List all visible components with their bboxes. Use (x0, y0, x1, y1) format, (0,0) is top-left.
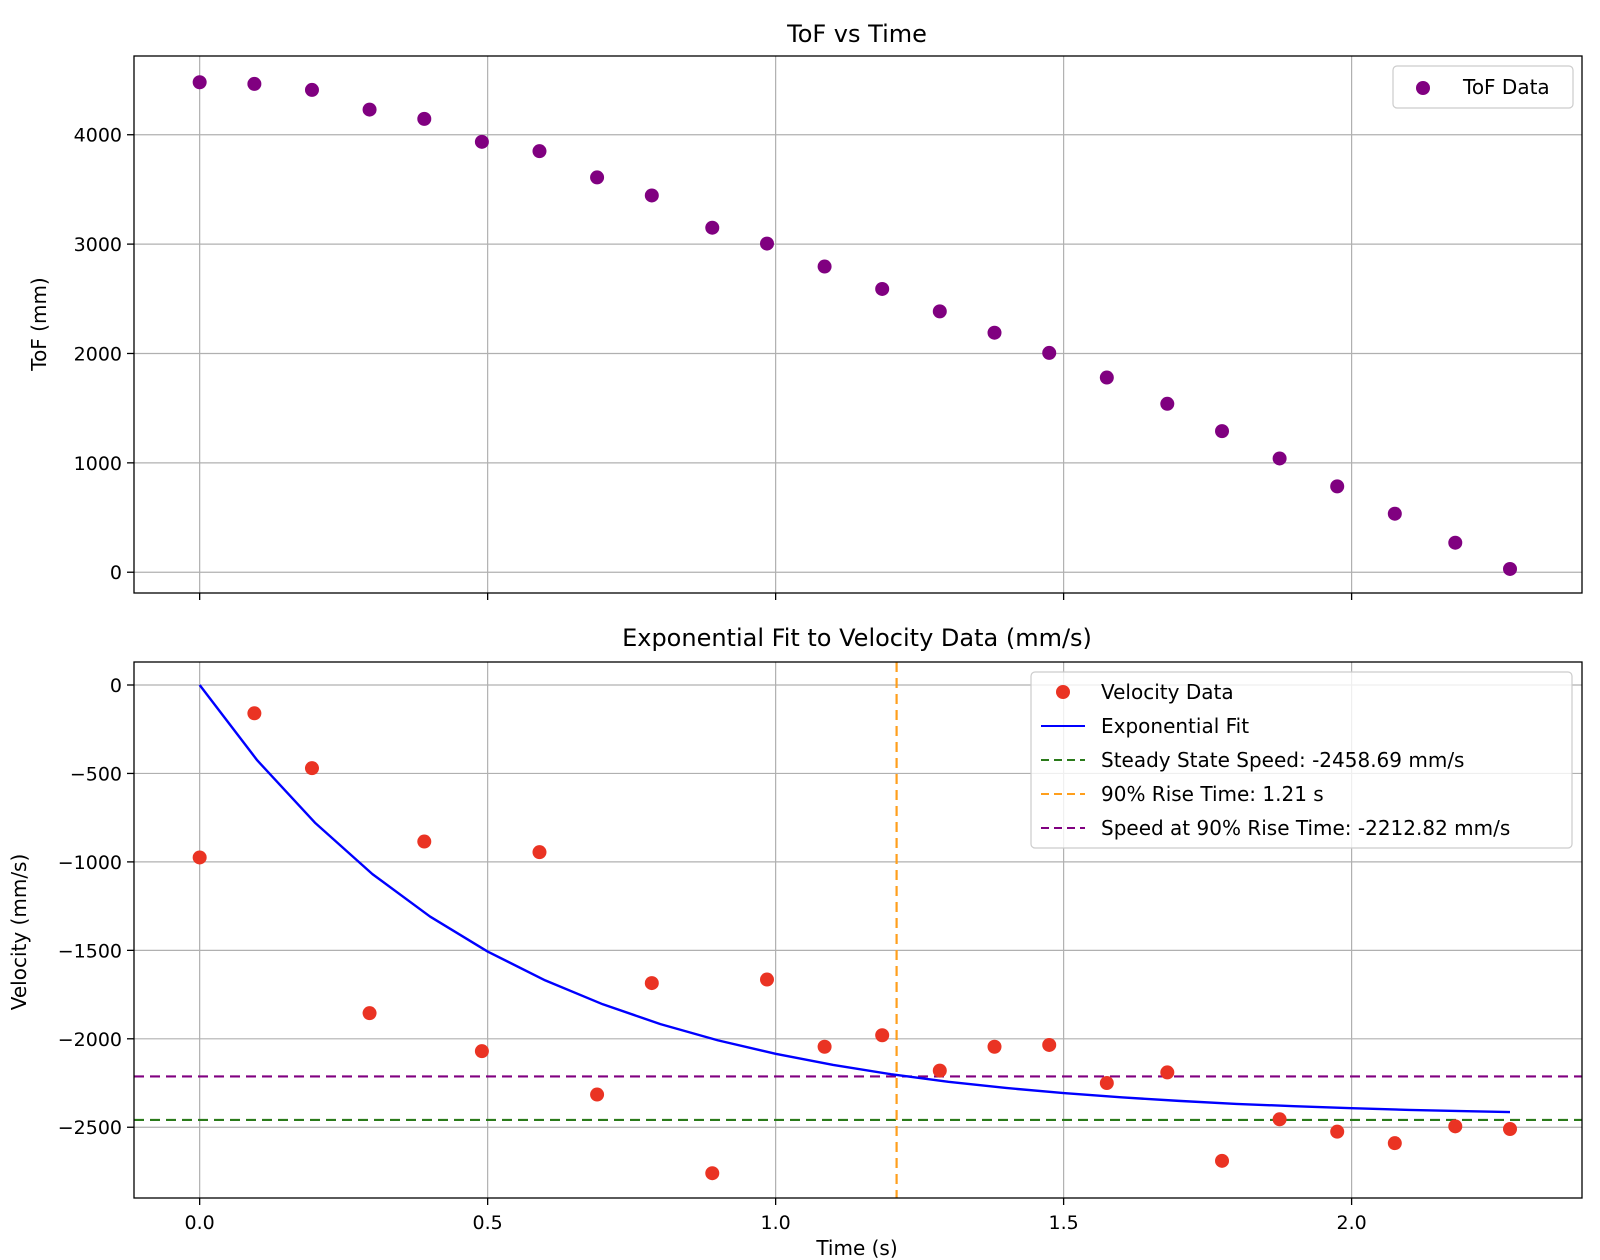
data-point (1160, 396, 1175, 411)
tof-legend-marker (1416, 81, 1430, 95)
data-point (1387, 506, 1402, 521)
data-point (1448, 535, 1463, 550)
x-tick-label: 1.0 (761, 1212, 791, 1234)
y-tick-label: −1000 (58, 852, 122, 874)
data-point (705, 1166, 720, 1181)
legend-label-rise-time: 90% Rise Time: 1.21 s (1101, 782, 1324, 806)
data-point (875, 1028, 890, 1043)
data-point (532, 144, 547, 159)
data-point (1387, 1136, 1402, 1151)
velocity-axes-frame (133, 661, 1583, 1199)
data-point (247, 76, 262, 91)
velocity-y-axis-label: Velocity (mm/s) (7, 854, 31, 1011)
data-point (759, 236, 774, 251)
data-point (417, 111, 432, 126)
tof-ticks: 0 1000 2000 3000 4000 (74, 125, 1353, 600)
data-point (362, 102, 377, 117)
data-point (817, 1039, 832, 1054)
legend-marker-velocity-data (1056, 685, 1070, 699)
data-point (1330, 479, 1345, 494)
data-point (759, 972, 774, 987)
tof-legend-label: ToF Data (1462, 75, 1550, 99)
velocity-plot-area (134, 662, 1582, 1198)
data-point (1042, 1037, 1057, 1052)
x-tick-label: 0.5 (473, 1212, 503, 1234)
tof-subplot: ToF vs Time 0 1000 2000 3000 4000 ToF (mm) T… (27, 20, 1583, 600)
data-point (304, 82, 319, 97)
fit-line (198, 684, 1511, 1114)
data-point (1448, 1119, 1463, 1134)
data-point (417, 834, 432, 849)
data-point (590, 170, 605, 185)
x-tick-label: 1.5 (1049, 1212, 1079, 1234)
velocity-ticks: 0.0 0.5 1.0 1.5 2.0 0 −500 −1000 −1500 −2000 −2500 (58, 675, 1367, 1234)
tof-legend: ToF Data (1392, 65, 1574, 109)
data-point (817, 259, 832, 274)
data-point (532, 845, 547, 860)
data-point (1330, 1124, 1345, 1139)
legend-label-exponential-fit: Exponential Fit (1101, 714, 1249, 738)
y-tick-label: −2500 (58, 1117, 122, 1139)
data-point (1099, 1076, 1114, 1091)
legend-label-steady-state: Steady State Speed: -2458.69 mm/s (1101, 748, 1464, 772)
data-point (932, 304, 947, 319)
tof-y-axis-label: ToF (mm) (27, 277, 51, 372)
x-tick-label: 2.0 (1337, 1212, 1367, 1234)
data-point (1503, 1122, 1518, 1137)
data-point (987, 1039, 1002, 1054)
data-point (1160, 1065, 1175, 1080)
data-point (1215, 424, 1230, 439)
data-point (474, 134, 489, 149)
y-tick-label: 0 (110, 562, 122, 584)
data-point (705, 220, 720, 235)
y-tick-label: 0 (110, 675, 122, 697)
velocity-chart-title: Exponential Fit to Velocity Data (mm/s) (622, 624, 1092, 652)
data-point (987, 325, 1002, 340)
x-axis-label: Time (s) (815, 1236, 897, 1260)
y-tick-label: 1000 (74, 453, 122, 475)
data-point (247, 706, 262, 721)
velocity-legend-box (1030, 671, 1573, 849)
tof-grid (134, 56, 1582, 593)
data-point (1042, 345, 1057, 360)
tof-plot-area (192, 75, 1518, 576)
data-point (644, 188, 659, 203)
y-tick-label: 4000 (74, 125, 122, 147)
velocity-subplot: Exponential Fit to Velocity Data (mm/s) … (7, 624, 1583, 1260)
data-point (1272, 1112, 1287, 1127)
data-point (192, 850, 207, 865)
data-point (1215, 1153, 1230, 1168)
data-point (362, 1006, 377, 1021)
data-point (192, 75, 207, 90)
tof-axes-frame (133, 55, 1583, 594)
y-tick-label: −500 (70, 763, 122, 785)
x-tick-label: 0.0 (185, 1212, 215, 1234)
data-point (590, 1087, 605, 1102)
legend-label-speed-at-rise-time: Speed at 90% Rise Time: -2212.82 mm/s (1101, 816, 1510, 840)
tof-chart-title: ToF vs Time (786, 20, 927, 48)
data-point (1503, 561, 1518, 576)
y-tick-label: −1500 (58, 940, 122, 962)
data-point (644, 976, 659, 991)
y-tick-label: 3000 (74, 234, 122, 256)
y-tick-label: −2000 (58, 1029, 122, 1051)
data-point (875, 281, 890, 296)
y-tick-label: 2000 (74, 343, 122, 365)
tof-legend-box (1392, 65, 1574, 109)
data-point (1099, 370, 1114, 385)
data-point (932, 1063, 947, 1078)
data-point (474, 1044, 489, 1059)
data-point (304, 761, 319, 776)
data-point (1272, 451, 1287, 466)
legend-label-velocity-data: Velocity Data (1101, 680, 1234, 704)
velocity-legend: Velocity Data Exponential Fit Steady Sta… (1030, 671, 1573, 849)
